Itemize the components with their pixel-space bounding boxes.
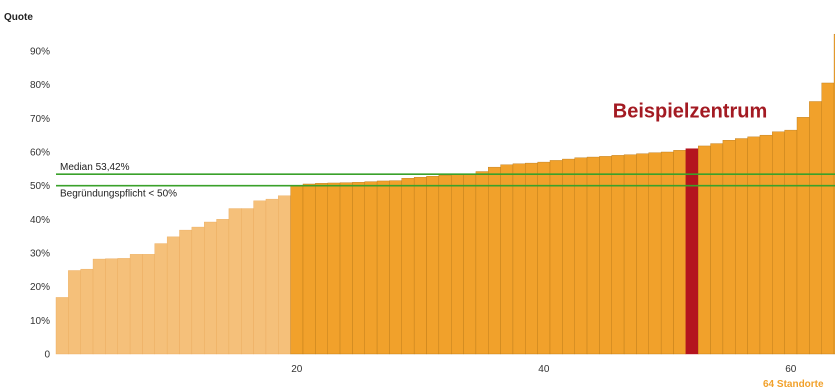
bar: [92, 258, 106, 355]
bar: [438, 175, 452, 355]
reference-line-label: Begründungspflicht < 50%: [60, 189, 177, 200]
bar: [698, 145, 711, 355]
y-tick-label: 60%: [30, 148, 50, 159]
bar: [488, 166, 501, 355]
bar: [475, 171, 489, 355]
x-tick-label: 20: [291, 364, 303, 375]
bar: [525, 162, 538, 355]
x-tick-label: 40: [538, 364, 550, 375]
bar: [586, 156, 600, 355]
bar: [228, 208, 242, 355]
bar: [142, 254, 155, 355]
y-tick-label: 70%: [30, 114, 50, 125]
bar: [302, 183, 316, 355]
bar: [722, 140, 736, 355]
bar: [117, 258, 131, 355]
bar: [512, 163, 526, 355]
y-tick-label: 50%: [30, 181, 50, 192]
bar: [376, 180, 390, 355]
site-count-footnote: 64 Standorte: [763, 379, 824, 389]
bar: [500, 164, 514, 355]
bar: [68, 270, 81, 355]
bar: [401, 178, 415, 355]
bar: [216, 219, 230, 355]
bar: [80, 268, 94, 355]
bar: [166, 236, 180, 355]
y-tick-label: 10%: [30, 316, 50, 327]
reference-lines: Median 53,42% Begründungspflicht < 50%: [56, 162, 835, 200]
bar: [796, 117, 810, 355]
bar: [821, 82, 835, 355]
bar: [772, 131, 785, 355]
bar: [129, 254, 143, 355]
bar: [426, 176, 440, 355]
y-axis-title: Quote: [4, 12, 33, 23]
bar: [636, 153, 650, 355]
reference-line-label: Median 53,42%: [60, 162, 130, 173]
bar: [648, 152, 662, 355]
bar: [327, 182, 341, 355]
bar: [352, 182, 365, 355]
bar: [710, 143, 724, 355]
y-tick-label: 80%: [30, 80, 50, 91]
bar: [463, 173, 477, 355]
bar: [191, 226, 205, 355]
bar: [290, 185, 304, 355]
bar: [549, 160, 563, 355]
bar: [809, 101, 822, 355]
bar: [154, 243, 168, 355]
bar: [747, 136, 761, 355]
bar: [55, 297, 69, 355]
bar: [574, 157, 588, 355]
y-tick-label: 90%: [30, 47, 50, 58]
y-tick-label: 30%: [30, 249, 50, 260]
y-tick-label: 40%: [30, 215, 50, 226]
bar: [389, 180, 403, 355]
bar: [339, 182, 353, 355]
y-axis: Quote 0 10% 20% 30% 40% 50% 60% 70% 80% 90%: [4, 12, 50, 361]
bar: [179, 229, 193, 355]
bar: [203, 221, 217, 355]
bar: [562, 158, 575, 355]
bar: [735, 138, 748, 355]
x-tick-label: 60: [785, 364, 797, 375]
highlight-annotation: Beispielzentrum: [613, 101, 767, 123]
bar: [364, 181, 378, 355]
y-tick-label: 0: [44, 350, 50, 361]
bar: [673, 150, 687, 355]
bar-highlight: [685, 148, 699, 355]
bar: [784, 129, 798, 355]
bar: [265, 198, 279, 355]
bar: [451, 174, 464, 355]
bar: [623, 154, 637, 355]
bar: [537, 161, 551, 355]
bar: [278, 195, 291, 355]
x-axis: 20 40 60: [291, 364, 797, 375]
bar: [241, 208, 254, 355]
bar: [413, 177, 427, 355]
bar: [315, 183, 328, 355]
bar: [759, 134, 773, 355]
bar: [660, 151, 674, 355]
y-tick-label: 20%: [30, 282, 50, 293]
bar: [253, 200, 267, 355]
bar: [105, 258, 118, 355]
